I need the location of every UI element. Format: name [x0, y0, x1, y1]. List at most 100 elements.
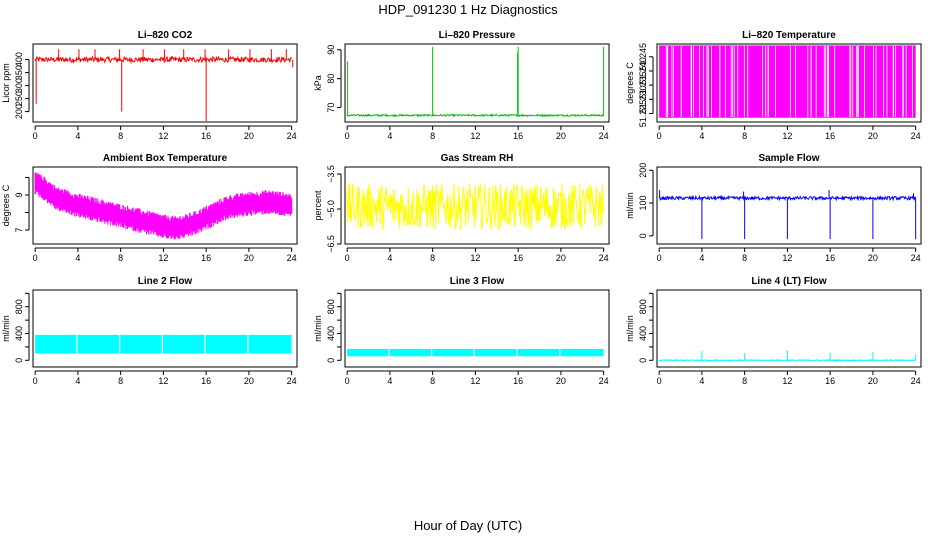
x-tick-label: 24	[287, 376, 297, 386]
plot-frame	[344, 289, 610, 368]
x-tick-label: 24	[599, 376, 609, 386]
x-tick-label: 24	[911, 131, 921, 141]
x-tick-label: 4	[699, 131, 704, 141]
x-tick-label: 0	[657, 376, 662, 386]
plot-frame	[656, 166, 922, 245]
x-tick-label: 4	[75, 253, 80, 263]
y-axis-label: ml/min	[625, 315, 635, 342]
x-tick-label: 0	[657, 253, 662, 263]
y-axis: 0 400 800	[638, 292, 654, 363]
y-axis-label: degrees C	[625, 62, 635, 104]
x-axis-label: Hour of Day (UTC)	[413, 518, 523, 533]
x-tick-label: 16	[201, 131, 211, 141]
series-band	[34, 172, 293, 240]
y-axis-label: percent	[313, 190, 323, 221]
x-tick-label: 8	[430, 376, 435, 386]
plot-frame	[32, 289, 298, 368]
y-tick-label: 51.230	[638, 86, 648, 114]
x-tick-label: 0	[345, 131, 350, 141]
y-axis-label: Licor ppm	[1, 63, 11, 103]
x-axis: 0 4 8 12 16 20 24	[657, 247, 921, 263]
panel-title: Gas Stream RH	[441, 153, 514, 164]
x-tick-label: 16	[513, 376, 523, 386]
x-tick-label: 20	[868, 253, 878, 263]
x-tick-label: 8	[430, 253, 435, 263]
y-tick-label: 70	[326, 103, 336, 113]
plot-frame	[344, 166, 610, 245]
y-tick-label: −3.5	[326, 165, 336, 183]
series-line3	[347, 292, 604, 365]
y-tick-label: 0	[638, 233, 648, 238]
panel-co2: Li–820 CO2 0 4 8 12 16 20 24 200250300350400Lico…	[1, 30, 298, 141]
x-tick-label: 8	[742, 131, 747, 141]
y-axis-label: degrees C	[1, 184, 11, 226]
x-tick-label: 16	[825, 253, 835, 263]
y-tick-label: 0	[326, 358, 336, 363]
x-tick-label: 0	[657, 131, 662, 141]
series-line	[34, 55, 293, 65]
y-axis-label: kPa	[313, 75, 323, 91]
y-axis-label: ml/min	[625, 192, 635, 219]
panel-title: Li–820 CO2	[138, 30, 193, 41]
x-tick-label: 0	[33, 131, 38, 141]
series-sample-flow	[658, 189, 917, 240]
x-tick-label: 12	[470, 131, 480, 141]
x-tick-label: 8	[118, 253, 123, 263]
y-tick-label: 350	[14, 65, 24, 80]
x-tick-label: 8	[430, 131, 435, 141]
x-tick-label: 20	[868, 131, 878, 141]
y-tick-label: 51.235	[638, 71, 648, 99]
x-tick-label: 4	[387, 131, 392, 141]
x-tick-label: 24	[287, 253, 297, 263]
x-tick-label: 12	[782, 376, 792, 386]
x-tick-label: 16	[513, 131, 523, 141]
series-line	[658, 194, 917, 202]
x-axis: 0 4 8 12 16 20 24	[33, 247, 297, 263]
x-tick-label: 16	[825, 131, 835, 141]
series-pressure	[346, 46, 605, 118]
y-tick-label: 200	[14, 104, 24, 119]
panel-title: Li–820 Temperature	[742, 30, 836, 41]
y-axis: −6.5 −5.0 −3.5	[326, 165, 342, 253]
y-tick-label: 9	[14, 192, 24, 197]
x-tick-label: 4	[75, 131, 80, 141]
x-axis: 0 4 8 12 16 20 24	[345, 125, 609, 141]
x-tick-label: 24	[599, 131, 609, 141]
y-tick-label: −6.5	[326, 235, 336, 253]
x-axis: 0 4 8 12 16 20 24	[33, 125, 297, 141]
y-tick-label: 80	[326, 74, 336, 84]
x-tick-label: 16	[513, 253, 523, 263]
y-axis: 70 80 90	[326, 45, 342, 113]
panel-sample-flow: Sample Flow 0 4 8 12 16 20 24 0 100 200 ml/min	[625, 153, 922, 263]
y-tick-label: 800	[14, 299, 24, 314]
x-tick-label: 24	[287, 131, 297, 141]
y-axis-label: ml/min	[313, 315, 323, 342]
x-axis: 0 4 8 12 16 20 24	[33, 370, 297, 386]
y-tick-label: 400	[638, 326, 648, 341]
x-tick-label: 0	[345, 253, 350, 263]
y-tick-label: 51.240	[638, 57, 648, 85]
panel-title: Line 2 Flow	[138, 276, 193, 287]
plot-frame	[656, 43, 922, 123]
y-tick-label: 800	[638, 299, 648, 314]
panel-title: Line 3 Flow	[450, 276, 505, 287]
x-axis: 0 4 8 12 16 20 24	[657, 125, 921, 141]
x-tick-label: 8	[742, 376, 747, 386]
series-line4	[659, 350, 917, 362]
plot-frame	[656, 289, 922, 368]
y-tick-label: 51.245	[638, 43, 648, 71]
x-tick-label: 0	[33, 253, 38, 263]
x-axis: 0 4 8 12 16 20 24	[657, 370, 921, 386]
panel-title: Line 4 (LT) Flow	[751, 276, 827, 287]
x-tick-label: 16	[201, 253, 211, 263]
x-tick-label: 12	[470, 253, 480, 263]
y-tick-label: 300	[14, 78, 24, 93]
x-tick-label: 12	[158, 376, 168, 386]
y-axis: 0 400 800	[326, 292, 342, 363]
x-axis: 0 4 8 12 16 20 24	[345, 247, 609, 263]
